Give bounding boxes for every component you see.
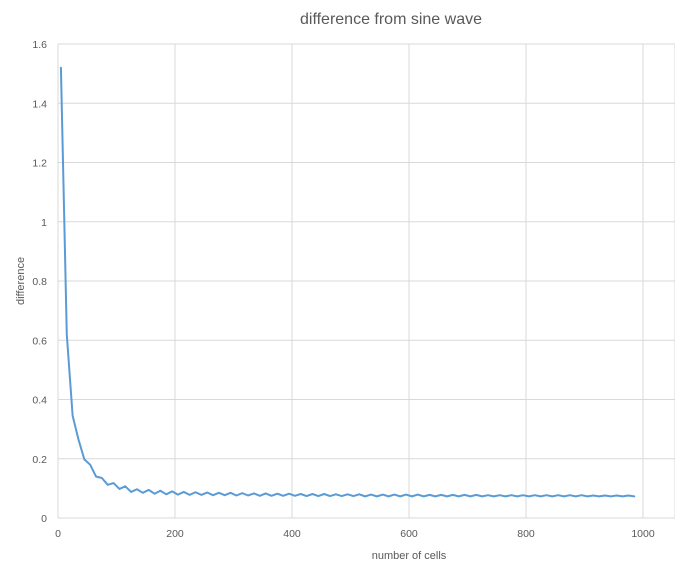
- y-gridlines: [58, 43, 675, 519]
- y-tick-label: 0.4: [32, 395, 47, 407]
- x-tick-label: 0: [55, 528, 61, 540]
- y-axis-label: difference: [15, 257, 27, 305]
- y-tick-label: 0.8: [32, 276, 47, 288]
- y-tick-label: 1.2: [32, 158, 47, 170]
- x-tick-label: 200: [166, 528, 184, 540]
- y-tick-label: 0: [41, 513, 47, 525]
- x-gridlines: [57, 44, 675, 518]
- y-tick-label: 0.2: [32, 454, 47, 466]
- y-tick-label: 1.4: [32, 98, 47, 110]
- y-tick-labels: 0 0.2 0.4 0.6 0.8 1 1.2 1.4 1.6: [32, 39, 47, 525]
- series-line: [59, 66, 636, 498]
- x-tick-label: 800: [517, 528, 535, 540]
- y-tick-label: 1.6: [32, 39, 47, 51]
- x-tick-label: 600: [400, 528, 418, 540]
- chart-title: difference from sine wave: [300, 11, 482, 28]
- y-tick-label: 1: [41, 217, 47, 229]
- x-tick-label: 1000: [631, 528, 655, 540]
- x-tick-label: 400: [283, 528, 301, 540]
- series-group: [59, 66, 636, 498]
- x-axis-label: number of cells: [372, 550, 447, 562]
- x-tick-labels: 0 200 400 600 800 1000: [55, 528, 655, 540]
- y-tick-label: 0.6: [32, 335, 47, 347]
